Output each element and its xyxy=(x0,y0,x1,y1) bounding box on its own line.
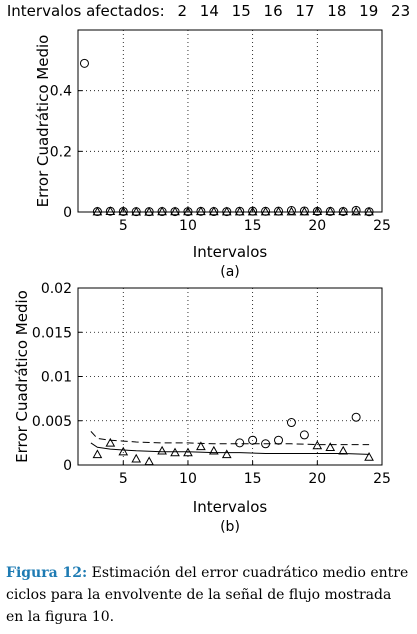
x-tick-label: 20 xyxy=(308,471,326,487)
affected-intervals-header: Intervalos afectados: 2 14 15 16 17 18 1… xyxy=(0,2,417,20)
triangle-marker xyxy=(157,445,167,455)
panel-label: (a) xyxy=(220,264,240,280)
x-tick-label: 5 xyxy=(119,471,128,487)
triangle-marker xyxy=(105,437,116,447)
triangle-marker xyxy=(273,206,284,216)
circle-marker xyxy=(274,435,284,445)
triangle-marker xyxy=(183,206,193,216)
circle-marker xyxy=(351,412,361,422)
triangle-marker xyxy=(92,206,103,216)
triangle-marker xyxy=(351,206,361,216)
triangle-marker xyxy=(338,445,349,455)
affected-interval-value: 18 xyxy=(327,2,347,20)
triangle-marker xyxy=(144,456,154,466)
caption-text: Estimación del error cuadrático medio en… xyxy=(6,565,409,625)
triangle-marker xyxy=(208,206,219,216)
figure-charts: 5 10 15 20 25 0 0.2 0.4 Intervalos Error Cuadráti… xyxy=(13,29,391,535)
triangle-marker xyxy=(260,206,271,216)
y-tick-label: 0.2 xyxy=(50,144,72,160)
affected-interval-value: 14 xyxy=(199,2,219,20)
triangle-marker xyxy=(325,442,336,451)
x-axis-label: Intervalos xyxy=(193,498,268,516)
circle-marker xyxy=(79,58,89,68)
x-tick-label: 10 xyxy=(179,218,197,234)
triangle-marker xyxy=(312,206,323,216)
x-tick-label: 15 xyxy=(244,218,262,234)
triangle-marker xyxy=(196,441,206,451)
y-axis-label: Error Cuadrático Medio xyxy=(34,35,52,208)
triangle-marker xyxy=(131,206,142,216)
circle-marker xyxy=(286,418,296,428)
circle-marker xyxy=(235,438,245,448)
triangle-marker xyxy=(170,447,180,457)
y-tick-label: 0 xyxy=(63,205,72,221)
triangle-marker xyxy=(208,445,219,455)
triangle-marker xyxy=(299,206,310,216)
y-axis-label: Error Cuadrático Medio xyxy=(13,290,31,463)
x-tick-label: 5 xyxy=(119,218,128,234)
triangle-marker xyxy=(338,206,349,216)
triangle-marker xyxy=(221,449,232,459)
triangle-marker xyxy=(170,206,180,216)
x-tick-label: 25 xyxy=(373,471,391,487)
affected-interval-value: 2 xyxy=(177,2,187,20)
figure-caption: Figura 12: Estimación del error cuadráti… xyxy=(6,562,410,628)
x-tick-label: 25 xyxy=(373,218,391,234)
affected-interval-value: 19 xyxy=(359,2,379,20)
triangle-marker xyxy=(364,452,374,461)
triangle-marker xyxy=(157,206,167,216)
triangle-marker xyxy=(196,206,206,216)
y-tick-label: 0.01 xyxy=(41,370,72,386)
triangle-marker xyxy=(364,206,374,216)
circle-marker xyxy=(299,430,309,440)
affected-interval-value: 17 xyxy=(295,2,315,20)
x-tick-label: 10 xyxy=(179,471,197,487)
y-tick-label: 0.015 xyxy=(32,325,72,341)
plot-frame xyxy=(77,29,383,213)
triangle-marker xyxy=(144,206,154,216)
triangle-marker xyxy=(118,446,129,456)
dashed-trend-line xyxy=(90,431,370,446)
x-tick-label: 20 xyxy=(308,218,326,234)
solid-trend-line xyxy=(90,442,370,455)
y-tick-label: 0.02 xyxy=(41,281,72,297)
affected-interval-value: 16 xyxy=(263,2,283,20)
affected-interval-value: 15 xyxy=(231,2,251,20)
triangle-marker xyxy=(105,206,116,215)
y-tick-label: 0.4 xyxy=(50,84,72,100)
caption-label: Figura 12: xyxy=(6,565,88,581)
x-tick-label: 15 xyxy=(244,471,262,487)
triangle-marker xyxy=(131,453,142,463)
panel-label: (b) xyxy=(220,519,240,535)
triangle-marker xyxy=(312,440,323,450)
triangle-marker xyxy=(286,206,297,216)
y-tick-label: 0 xyxy=(63,458,72,474)
affected-interval-value: 23 xyxy=(391,2,411,20)
x-axis-label: Intervalos xyxy=(193,243,268,261)
triangle-marker xyxy=(325,206,336,216)
triangle-marker xyxy=(92,449,103,459)
affected-intervals-label: Intervalos afectados: xyxy=(6,2,165,20)
triangle-marker xyxy=(221,206,232,216)
y-tick-label: 0.005 xyxy=(32,414,72,430)
triangle-marker xyxy=(247,206,258,216)
triangle-marker xyxy=(234,206,245,216)
triangle-marker xyxy=(118,206,129,216)
